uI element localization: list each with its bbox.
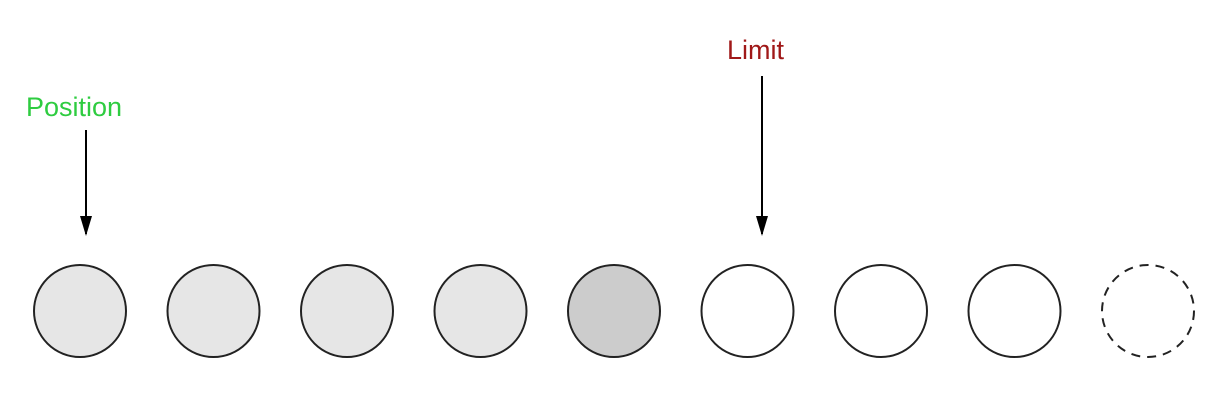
buffer-cell-empty: [700, 264, 795, 358]
buffer-cells: [33, 264, 1195, 358]
buffer-cell-unread: [300, 264, 394, 358]
limit-arrowhead: [756, 216, 768, 236]
buffer-cell-last-element: [567, 264, 661, 358]
position-label: Position: [26, 92, 123, 122]
buffer-cell-empty: [834, 264, 928, 358]
buffer-cell-empty: [967, 264, 1062, 358]
buffer-cell-unread: [166, 264, 261, 358]
buffer-cell-unread: [33, 264, 127, 358]
position-arrowhead: [80, 216, 92, 236]
buffer-cell-capacity-end: [1101, 264, 1195, 358]
buffer-cell-unread: [433, 264, 528, 358]
limit-label: Limit: [727, 35, 785, 65]
